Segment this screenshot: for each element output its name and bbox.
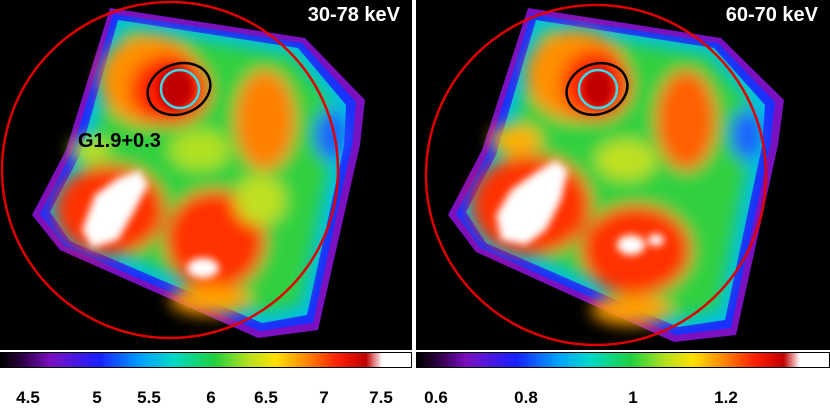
source-inner-circle: [159, 68, 201, 110]
xray-map-60-70kev: [424, 3, 784, 347]
colorbar-left-tick: 6.5: [254, 388, 278, 407]
region-circle: [424, 3, 768, 347]
colorbar-left-tick: 4.5: [16, 388, 40, 407]
detector-footprint: [448, 8, 784, 342]
colorbar-left-tick: 7: [319, 388, 329, 407]
detector-footprint: [32, 8, 365, 338]
colorbar-left-tick: 6: [206, 388, 216, 407]
colorbar-right-tick: 1.2: [714, 388, 738, 407]
colorbar-right-tick: 1: [628, 388, 638, 407]
source-outer-ellipse: [146, 61, 212, 117]
energy-band-label: 30-78 keV: [307, 4, 400, 26]
colorbar-left-tick: 7.5: [369, 388, 393, 407]
region-circle: [0, 0, 340, 340]
colorbar-left: [0, 352, 412, 368]
source-inner-circle: [577, 68, 619, 110]
colorbar-right: [416, 352, 830, 368]
image-panel-30-78kev: 30-78 keV G1.9+0.3: [0, 0, 412, 350]
energy-band-label: 60-70 keV: [725, 4, 818, 26]
colorbar-right-tick: 0.8: [514, 388, 538, 407]
source-name-label: G1.9+0.3: [78, 130, 161, 152]
image-panel-60-70kev: 60-70 keV: [416, 0, 830, 350]
source-outer-ellipse: [565, 61, 629, 117]
colorbar-left-tick: 5.5: [137, 388, 161, 407]
colorbar-right-tick: 0.6: [424, 388, 448, 407]
xray-map-30-78kev: [0, 0, 365, 340]
colorbar-left-tick: 5: [92, 388, 102, 407]
